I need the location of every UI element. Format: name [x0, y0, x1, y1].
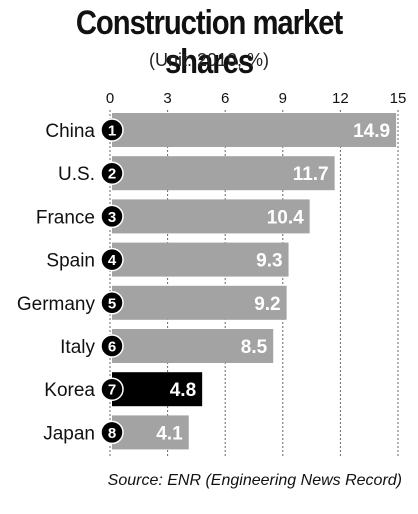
- data-label: 10.4: [267, 207, 304, 228]
- rank-label: 8: [108, 425, 116, 442]
- x-tick-label: 12: [332, 90, 349, 107]
- x-tick-label: 0: [106, 90, 114, 107]
- chart-title: Construction market shares: [75, 4, 343, 81]
- x-tick-label: 3: [163, 90, 171, 107]
- data-label: 9.2: [254, 294, 280, 315]
- data-label: 4.8: [170, 380, 196, 401]
- rank-label: 4: [108, 252, 117, 269]
- source-note: Source: ENR (Engineering News Record): [107, 472, 402, 489]
- rank-badge: [100, 118, 124, 142]
- rank-badge: [100, 161, 124, 185]
- bar: [112, 285, 287, 320]
- data-label: 8.5: [241, 337, 268, 358]
- bar: [112, 242, 289, 277]
- chart-subtitle: (Unit: 2010, %): [148, 50, 270, 70]
- bar: [112, 156, 335, 191]
- bar: [112, 199, 310, 234]
- rank-label: 3: [108, 209, 116, 226]
- rank-label: 1: [108, 123, 116, 140]
- data-label: 9.3: [256, 251, 282, 272]
- data-label: 4.1: [156, 423, 183, 444]
- bar: [112, 372, 203, 407]
- category-label: U.S.: [58, 164, 95, 185]
- rank-label: 7: [108, 382, 116, 399]
- rank-badge: [100, 247, 124, 272]
- category-label: Spain: [46, 251, 95, 272]
- rank-badge: [100, 377, 124, 401]
- category-label: Korea: [44, 380, 95, 401]
- category-label: France: [36, 207, 95, 228]
- rank-badge: [100, 204, 124, 229]
- rank-label: 2: [108, 166, 116, 183]
- rank-label: 6: [108, 339, 116, 356]
- rank-badge: [100, 291, 124, 315]
- category-label: Japan: [43, 423, 95, 444]
- rank-badge: [100, 334, 124, 358]
- data-label: 14.9: [353, 121, 390, 142]
- category-label: Italy: [60, 337, 95, 358]
- x-tick-label: 6: [221, 90, 229, 107]
- bar: [112, 329, 274, 363]
- rank-badge: [100, 420, 124, 445]
- data-label: 11.7: [293, 164, 329, 185]
- category-label: China: [45, 121, 95, 142]
- bar: [112, 113, 397, 147]
- rank-label: 5: [108, 295, 116, 312]
- category-label: Germany: [17, 294, 96, 315]
- bar: [112, 415, 189, 450]
- x-tick-label: 9: [279, 90, 287, 107]
- x-tick-label: 15: [390, 90, 407, 107]
